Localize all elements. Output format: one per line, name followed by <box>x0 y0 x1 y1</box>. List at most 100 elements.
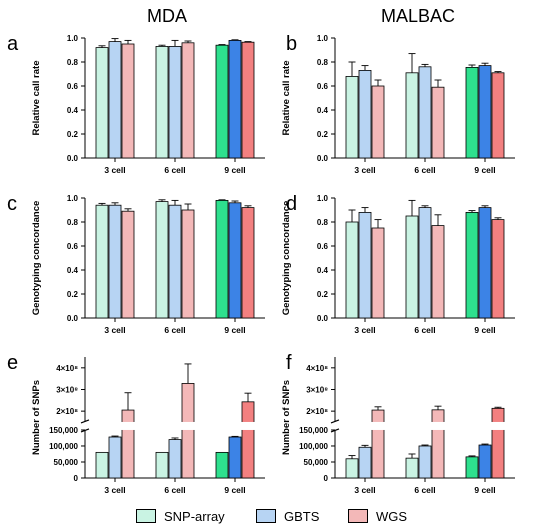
bar-f-gbts-1 <box>418 445 432 479</box>
bar-f-wgs-0 <box>371 409 385 479</box>
y-tick-label-lower-e-2: 100,000 <box>49 442 78 451</box>
bar-a-wgs-1 <box>181 42 195 159</box>
bar-d-gbts-1 <box>418 207 432 319</box>
panel-letter-b: b <box>286 33 297 55</box>
x-tick-label-f-1: 6 cell <box>414 485 435 495</box>
y-tick-label-d-4: 0.8 <box>317 218 329 227</box>
bar-c-snp-array-1 <box>155 201 169 319</box>
bar-d-snp-array-1 <box>405 215 419 319</box>
x-tick-label-d-2: 9 cell <box>474 325 495 335</box>
bar-a-snp-array-0 <box>95 47 109 159</box>
y-tick-label-lower-f-2: 100,000 <box>299 442 328 451</box>
y-tick-label-a-4: 0.8 <box>67 58 79 67</box>
bar-f-snp-array-1 <box>405 457 419 479</box>
bar-b-gbts-0 <box>358 70 372 159</box>
column-title-mda: MDA <box>147 6 187 26</box>
bar-f-snp-array-0 <box>345 458 359 479</box>
bar-b-wgs-2 <box>491 72 505 159</box>
bar-d-snp-array-0 <box>345 221 359 319</box>
bar-break-gap-e-wgs-2 <box>241 421 255 430</box>
bar-b-wgs-0 <box>371 85 385 159</box>
y-tick-label-a-1: 0.2 <box>67 130 79 139</box>
y-tick-label-b-4: 0.8 <box>317 58 329 67</box>
y-tick-label-b-0: 0.0 <box>317 154 329 163</box>
x-tick-label-b-0: 3 cell <box>354 165 375 175</box>
legend-swatch-gbts <box>256 509 276 523</box>
y-axis-title-d: Genotyping concordance <box>281 201 292 316</box>
bar-e-snp-array-2 <box>215 451 229 479</box>
y-tick-label-a-5: 1.0 <box>67 34 79 43</box>
x-tick-label-c-2: 9 cell <box>224 325 245 335</box>
legend-item-snp-array: SNP-array <box>136 507 225 525</box>
y-tick-label-c-5: 1.0 <box>67 194 79 203</box>
x-tick-label-f-2: 9 cell <box>474 485 495 495</box>
y-tick-label-c-4: 0.8 <box>67 218 79 227</box>
x-tick-label-e-1: 6 cell <box>164 485 185 495</box>
y-axis-title-e: Number of SNPs <box>31 380 42 455</box>
legend-item-gbts: GBTS <box>256 507 319 525</box>
bar-e-wgs-2 <box>241 401 255 479</box>
axis-break-mark-upper-e <box>80 419 90 424</box>
bar-d-wgs-2 <box>491 219 505 319</box>
x-tick-label-c-0: 3 cell <box>104 325 125 335</box>
bar-c-snp-array-2 <box>215 199 229 319</box>
bar-b-snp-array-1 <box>405 72 419 159</box>
y-axis-title-b: Relative call rate <box>281 61 292 136</box>
bar-break-gap-e-wgs-0 <box>121 421 135 430</box>
y-tick-label-upper-e-1: 3×10⁸ <box>56 385 78 394</box>
y-tick-label-lower-f-0: 0 <box>324 474 329 483</box>
x-tick-label-a-2: 9 cell <box>224 165 245 175</box>
bar-break-gap-f-wgs-1 <box>431 421 445 430</box>
bar-e-wgs-1 <box>181 383 195 479</box>
y-tick-label-a-0: 0.0 <box>67 154 79 163</box>
legend: SNP-array GBTS WGS <box>0 505 550 527</box>
x-tick-label-e-0: 3 cell <box>104 485 125 495</box>
y-tick-label-a-3: 0.6 <box>67 82 79 91</box>
bar-b-gbts-1 <box>418 66 432 159</box>
y-tick-label-upper-f-2: 4×10⁸ <box>306 364 328 373</box>
y-tick-label-d-2: 0.4 <box>317 266 329 275</box>
bar-c-gbts-2 <box>228 202 242 319</box>
legend-label-gbts: GBTS <box>284 508 320 524</box>
bar-b-wgs-1 <box>431 86 445 159</box>
panel-letter-a: a <box>7 33 19 55</box>
legend-swatch-wgs <box>348 509 368 523</box>
bar-a-gbts-0 <box>108 41 122 159</box>
x-tick-label-e-2: 9 cell <box>224 485 245 495</box>
y-tick-label-d-5: 1.0 <box>317 194 329 203</box>
y-tick-label-upper-f-1: 3×10⁸ <box>306 385 328 394</box>
legend-label-snp-array: SNP-array <box>164 508 225 524</box>
bar-break-gap-f-wgs-2 <box>491 421 505 430</box>
bar-f-gbts-0 <box>358 446 372 479</box>
y-tick-label-lower-e-3: 150,000 <box>49 426 78 435</box>
x-tick-label-d-0: 3 cell <box>354 325 375 335</box>
y-tick-label-c-0: 0.0 <box>67 314 79 323</box>
bar-b-snp-array-2 <box>465 67 479 159</box>
column-title-malbac: MALBAC <box>381 6 455 26</box>
x-tick-label-b-1: 6 cell <box>414 165 435 175</box>
bar-b-gbts-2 <box>478 65 492 159</box>
panel-letter-d: d <box>286 193 297 215</box>
panels: a Relative call rate 0.0 0.2 0.4 0.6 0.8 1.0 3 c… <box>7 33 515 495</box>
y-tick-label-upper-e-0: 2×10⁸ <box>56 407 78 416</box>
y-tick-label-b-2: 0.4 <box>317 106 329 115</box>
x-tick-label-f-0: 3 cell <box>354 485 375 495</box>
x-tick-label-a-0: 3 cell <box>104 165 125 175</box>
y-tick-label-c-1: 0.2 <box>67 290 79 299</box>
bar-c-wgs-2 <box>241 207 255 319</box>
y-tick-label-c-3: 0.6 <box>67 242 79 251</box>
bar-e-snp-array-1 <box>155 451 169 479</box>
bar-c-wgs-0 <box>121 210 135 319</box>
y-tick-label-lower-f-3: 150,000 <box>299 426 328 435</box>
bar-b-snp-array-0 <box>345 76 359 159</box>
bar-c-gbts-0 <box>108 204 122 319</box>
bar-d-wgs-1 <box>431 225 445 319</box>
y-axis-title-c: Genotyping concordance <box>31 201 42 316</box>
y-tick-label-b-1: 0.2 <box>317 130 329 139</box>
x-tick-label-d-1: 6 cell <box>414 325 435 335</box>
bar-f-wgs-1 <box>431 409 445 479</box>
y-tick-label-upper-e-2: 4×10⁸ <box>56 364 78 373</box>
bar-f-snp-array-2 <box>465 456 479 479</box>
y-axis-title-a: Relative call rate <box>31 61 42 136</box>
bar-d-wgs-0 <box>371 227 385 319</box>
